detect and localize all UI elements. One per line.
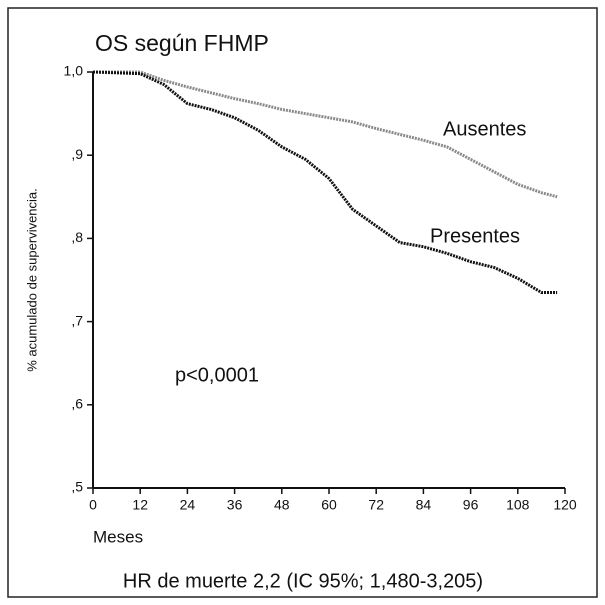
p-value: p<0,0001 <box>175 364 259 386</box>
x-tick-label: 60 <box>321 497 337 513</box>
y-tick-label: ,9 <box>71 146 83 162</box>
x-tick-label: 84 <box>416 497 432 513</box>
y-tick-label: ,6 <box>71 396 83 412</box>
x-tick-label: 72 <box>368 497 384 513</box>
series-label: Ausentes <box>443 118 526 140</box>
x-tick-label: 96 <box>463 497 479 513</box>
series-label: Presentes <box>430 225 520 247</box>
survival-line <box>92 70 558 294</box>
x-tick-label: 36 <box>227 497 243 513</box>
x-tick-label: 24 <box>180 497 196 513</box>
x-tick-label: 48 <box>274 497 290 513</box>
y-tick-label: 1,0 <box>64 63 84 79</box>
frame <box>7 7 598 598</box>
x-tick-label: 120 <box>553 497 577 513</box>
hr-note: HR de muerte 2,2 (IC 95%; 1,480-3,205) <box>123 570 483 592</box>
y-tick-label: ,8 <box>71 229 83 245</box>
y-axis-label: % acumulado de supervivencia. <box>24 188 39 372</box>
x-axis-label: Meses <box>93 527 143 546</box>
x-tick-label: 108 <box>506 497 530 513</box>
x-tick-label: 0 <box>89 497 97 513</box>
chart-title: OS según FHMP <box>95 30 269 56</box>
y-tick-label: ,7 <box>71 312 83 328</box>
survival-line <box>93 70 558 199</box>
y-tick-label: ,5 <box>71 479 83 495</box>
x-tick-label: 12 <box>132 497 148 513</box>
